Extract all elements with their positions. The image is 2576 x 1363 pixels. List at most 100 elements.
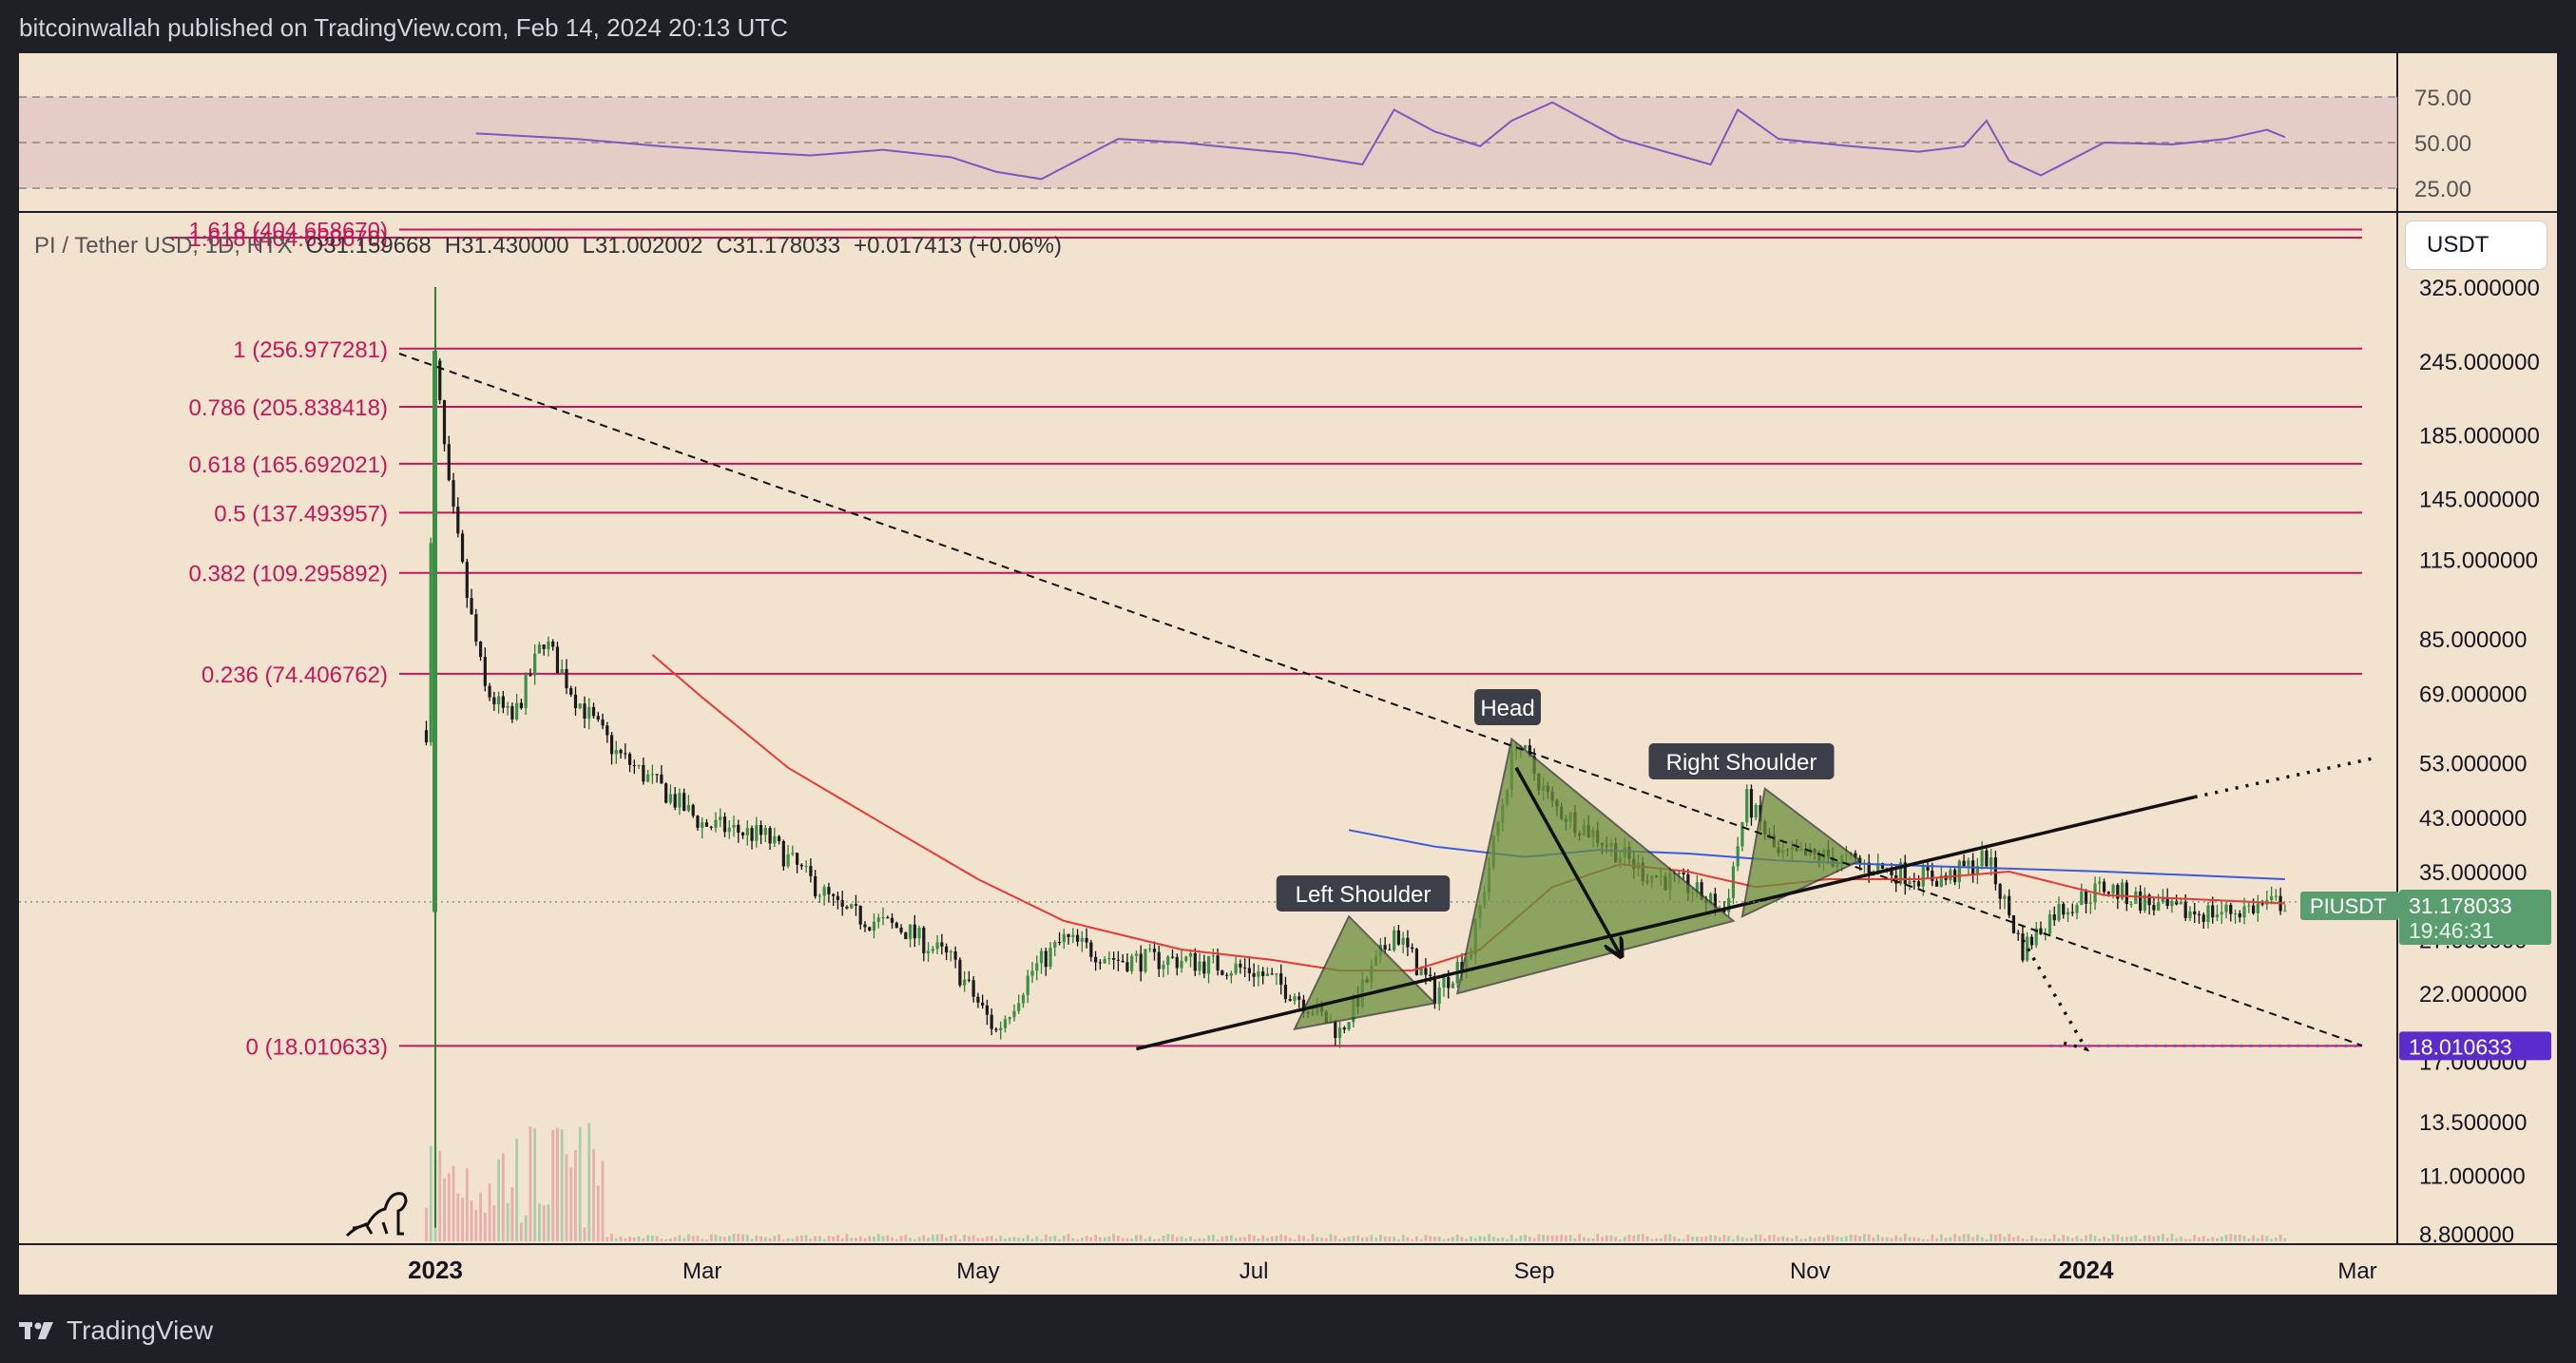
currency-button[interactable]: USDT — [2405, 221, 2547, 270]
candle-body — [1437, 988, 1441, 1005]
volume-bar — [1913, 1237, 1916, 1241]
volume-bar — [474, 1209, 478, 1241]
volume-bar — [814, 1236, 817, 1241]
ohlc-low: L31.002002 — [583, 233, 703, 259]
candle-body — [1414, 949, 1419, 976]
candle-body — [646, 774, 650, 782]
candle-body — [777, 835, 781, 841]
candle-body — [433, 350, 437, 912]
volume-bar — [1921, 1238, 1925, 1241]
volume-bar — [922, 1235, 926, 1241]
volume-bar — [768, 1238, 772, 1241]
candle-body — [478, 641, 483, 658]
volume-bar — [1243, 1237, 1247, 1241]
candle-body — [1048, 948, 1052, 968]
volume-bar — [533, 1128, 537, 1241]
pattern-right-shoulder — [1740, 787, 1862, 918]
candle-body — [1247, 968, 1251, 973]
volume-bar — [578, 1126, 582, 1241]
candle-body — [2029, 936, 2034, 946]
candle-body — [1334, 1021, 1337, 1039]
candle-body — [429, 543, 433, 742]
volume-bar — [1677, 1238, 1681, 1241]
ohlc-open: O31.159668 — [306, 233, 432, 259]
volume-bar — [1971, 1237, 1974, 1241]
volume-bar — [1944, 1238, 1948, 1241]
volume-bar — [1293, 1238, 1297, 1241]
volume-bar — [990, 1236, 993, 1241]
volume-bar — [569, 1167, 573, 1241]
candle-body — [1026, 975, 1029, 995]
volume-bar — [1107, 1236, 1111, 1241]
candle-body — [2080, 891, 2084, 905]
volume-bar — [1795, 1235, 1798, 1241]
volume-bar — [1727, 1236, 1731, 1241]
volume-bar — [1247, 1234, 1251, 1241]
candle-body — [460, 533, 465, 563]
volume-bar — [1568, 1235, 1572, 1241]
volume-bar — [850, 1238, 854, 1241]
right-shoulder-label: Right Shoulder — [1666, 750, 1817, 776]
volume-bar — [1790, 1238, 1794, 1241]
candle-body — [1347, 1022, 1351, 1030]
volume-bar — [727, 1236, 731, 1241]
candle-body — [2238, 913, 2241, 918]
volume-bar — [1465, 1238, 1469, 1241]
candle-body — [714, 819, 718, 828]
volume-bar — [2085, 1235, 2087, 1241]
candle-body — [452, 480, 455, 508]
candle-body — [786, 854, 790, 867]
volume-bar — [1071, 1238, 1075, 1241]
candle-body — [796, 853, 799, 865]
volume-bar — [2143, 1235, 2146, 1241]
volume-bar — [1252, 1235, 1256, 1241]
volume-bar — [2129, 1236, 2133, 1241]
candle-body — [506, 705, 509, 708]
volume-bar — [1813, 1238, 1817, 1241]
candle-body — [2075, 904, 2079, 913]
volume-bar — [1338, 1238, 1341, 1241]
volume-bar — [909, 1238, 912, 1241]
volume-bar — [1849, 1234, 1853, 1241]
time-axis-tick: 2024 — [2059, 1256, 2114, 1284]
volume-bar — [2283, 1238, 2287, 1241]
volume-bar — [1759, 1234, 1762, 1241]
candle-body — [894, 922, 898, 928]
candle-body — [809, 866, 813, 876]
volume-bar — [1550, 1235, 1554, 1241]
candle-body — [660, 774, 663, 784]
volume-bar — [1162, 1235, 1165, 1241]
candle-body — [2147, 894, 2151, 906]
volume-bar — [1139, 1235, 1143, 1241]
candle-body — [2242, 906, 2246, 918]
volume-bar — [687, 1234, 690, 1241]
volume-bar — [1221, 1236, 1224, 1241]
candle-body — [1749, 789, 1754, 818]
candle-body — [958, 959, 962, 986]
candle-body — [1229, 973, 1233, 976]
volume-bar — [2147, 1235, 2151, 1241]
volume-bar — [1881, 1237, 1884, 1241]
candle-body — [1424, 968, 1428, 975]
volume-bar — [1804, 1238, 1807, 1241]
volume-bar — [2175, 1238, 2179, 1241]
volume-bar — [2026, 1238, 2029, 1241]
volume-bar — [1360, 1237, 1364, 1241]
volume-bar — [836, 1235, 839, 1241]
candle-body — [949, 950, 952, 953]
volume-bar — [1650, 1238, 1654, 1241]
candle-body — [1993, 857, 1997, 885]
candle-body — [474, 614, 478, 642]
candle-body — [1157, 951, 1161, 969]
volume-bar — [1967, 1234, 1970, 1241]
volume-bar — [1632, 1235, 1636, 1241]
volume-bar — [1542, 1234, 1546, 1241]
volume-bar — [1352, 1236, 1355, 1241]
volume-bar — [1415, 1236, 1418, 1241]
candle-body — [1926, 865, 1930, 871]
candle-body — [836, 895, 840, 900]
candle-body — [832, 893, 836, 896]
volume-bar — [1659, 1238, 1663, 1241]
